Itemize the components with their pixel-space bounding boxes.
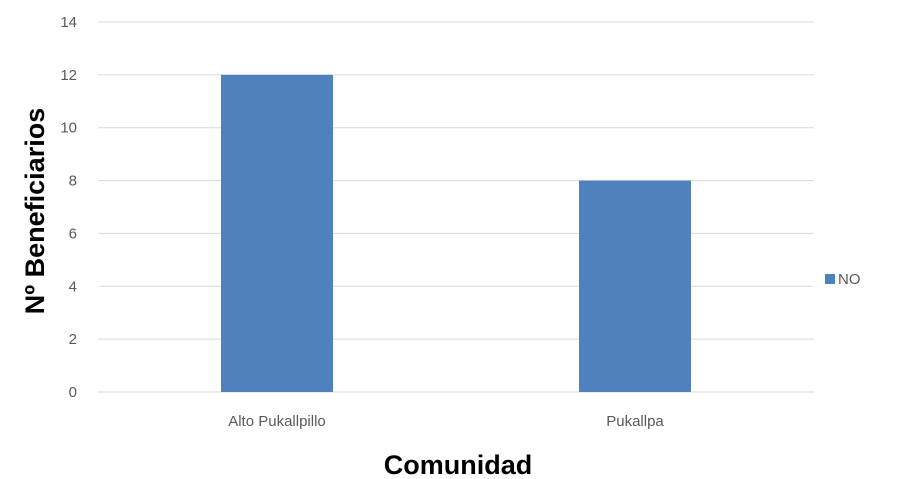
y-tick-label-14: 14 [60, 14, 77, 31]
bar-alto-pukallpillo [221, 74, 333, 392]
bar-pukallpa [579, 180, 691, 392]
y-tick-label-6: 6 [69, 225, 77, 242]
x-axis-title: Comunidad [384, 450, 533, 479]
y-tick-label-10: 10 [60, 120, 77, 137]
x-tick-label-pukallpa: Pukallpa [606, 413, 664, 430]
legend-label-no: NO [838, 271, 861, 288]
bars [221, 74, 691, 392]
gridlines [98, 21, 814, 393]
y-tick-label-2: 2 [69, 331, 77, 348]
y-tick-label-0: 0 [69, 384, 77, 401]
y-tick-label-4: 4 [69, 278, 77, 295]
y-axis-title: Nº Beneficiarios [20, 108, 50, 314]
x-axis-tick-labels: Alto Pukallpillo Pukallpa [228, 413, 664, 430]
legend: NO [825, 271, 861, 288]
x-tick-label-alto-pukallpillo: Alto Pukallpillo [228, 413, 326, 430]
y-axis-tick-labels: 0 2 4 6 8 10 12 14 [60, 14, 77, 401]
y-tick-label-12: 12 [60, 67, 77, 84]
legend-swatch-no [825, 274, 835, 284]
y-tick-label-8: 8 [69, 173, 77, 190]
